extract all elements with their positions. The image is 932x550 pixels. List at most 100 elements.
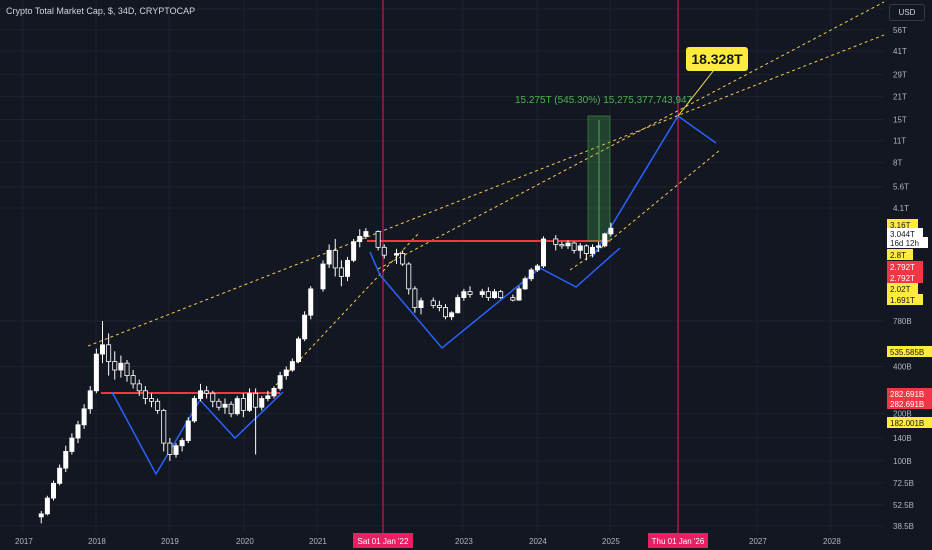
price-tag [887,219,918,230]
candle-body [381,246,387,256]
annotations: 15.275T (545.30%) 15,275,377,743,947 18.3… [515,47,748,117]
candle-body [430,300,436,306]
candle-body [565,242,571,247]
y-tick-label: 100B [893,457,912,466]
candle-body [240,398,246,411]
candle-body [412,288,418,308]
y-tick-label: 11T [893,137,906,146]
candle-body [363,231,369,237]
candle-body [553,238,559,245]
candle-body [161,410,167,444]
candle-body [510,297,516,301]
candle-body [277,375,283,389]
candle-body [608,227,614,235]
candle-body [155,400,161,411]
candle-body [210,392,216,402]
x-tick-label: 2024 [529,537,547,546]
cup-pattern-2 [369,247,621,350]
candle-body [124,362,130,377]
candle-body [44,497,50,515]
middle-trendline [377,1,885,270]
price-axis[interactable]: 76T56T41T29T21T15T11T8T5.6T4.1T780B400B2… [887,5,932,531]
y-tick-label: 15T [893,116,907,125]
grid [0,0,884,533]
y-tick-label: 140B [893,434,912,443]
candle-body [173,445,179,455]
measure-label: 15.275T (545.30%) 15,275,377,743,947 [515,95,693,106]
candle-body [436,305,442,308]
candle-body [93,353,99,392]
candle-body [461,291,467,298]
candle-body [375,231,381,248]
candle-body [253,392,259,408]
candle-body [596,245,602,248]
candle-body [541,238,547,267]
price-tag-label: 16d 12h [890,239,919,248]
candle-body [216,400,222,408]
target-callout-box [686,47,748,71]
candle-body [179,440,185,447]
candle-body [265,395,271,399]
price-tag-label: 3.044T [890,230,915,239]
candle-body [130,375,136,385]
y-tick-label: 21T [893,93,907,102]
candle-body [271,388,277,397]
candle-body [332,249,338,269]
date-marker-label: Sat 01 Jan '22 [358,537,409,546]
candle-body [516,288,522,301]
candle-body [38,513,44,518]
price-tag [887,398,932,409]
time-axis[interactable]: 2017 2018 2019 2020 2021 2023 2024 2025 2027 2028… [15,533,841,548]
candle-body [81,408,87,426]
candle-body [326,249,332,265]
chart-title: Crypto Total Market Cap, $, 34D, CRYPTOC… [6,6,196,16]
candle-body [100,344,106,355]
price-tag-label: 3.16T [890,221,911,230]
price-tag-label: 182.001B [890,419,924,428]
y-tick-label: 29T [893,71,907,80]
y-tick-label: 4.1T [893,204,909,213]
candle-body [106,344,112,362]
candle-body [142,390,148,399]
price-tag [887,249,913,260]
lower-trendline-b [595,149,721,253]
lower-trendline-c [569,251,597,271]
candle-body [118,362,124,371]
candle-body [534,265,540,271]
candle-body [234,398,240,415]
y-tick-label: 780B [893,317,912,326]
x-tick-label: 2023 [455,537,473,546]
candle-body [602,233,608,247]
candle-body [577,245,583,251]
candle-body [400,253,406,265]
x-tick-label: 2021 [309,537,327,546]
candle-body [418,300,424,308]
candlestick-series [38,222,614,524]
candle-body [185,420,191,441]
candle-body [136,383,142,392]
y-tick-label: 41T [893,47,907,56]
candle-body [191,398,197,422]
candle-body [222,403,228,408]
candle-body [442,307,448,318]
price-tag-label: 282.691B [890,400,924,409]
x-tick-label: 2018 [88,537,106,546]
candle-body [246,392,252,411]
candle-body [571,242,577,251]
candle-body [308,288,314,316]
callout-pointer [677,69,715,117]
price-tag [887,417,932,428]
target-callout-label: 18.328T [691,51,743,67]
currency-button[interactable]: USD [889,4,925,21]
candle-body [449,312,455,318]
candle-body [491,291,497,298]
x-tick-label: 2020 [236,537,254,546]
price-tag-label: 282.691B [890,390,924,399]
candle-body [338,267,344,277]
candle-body [522,278,528,290]
price-tag [887,294,923,305]
candle-body [75,424,81,439]
candle-body [590,246,596,254]
candle-body [498,291,504,298]
